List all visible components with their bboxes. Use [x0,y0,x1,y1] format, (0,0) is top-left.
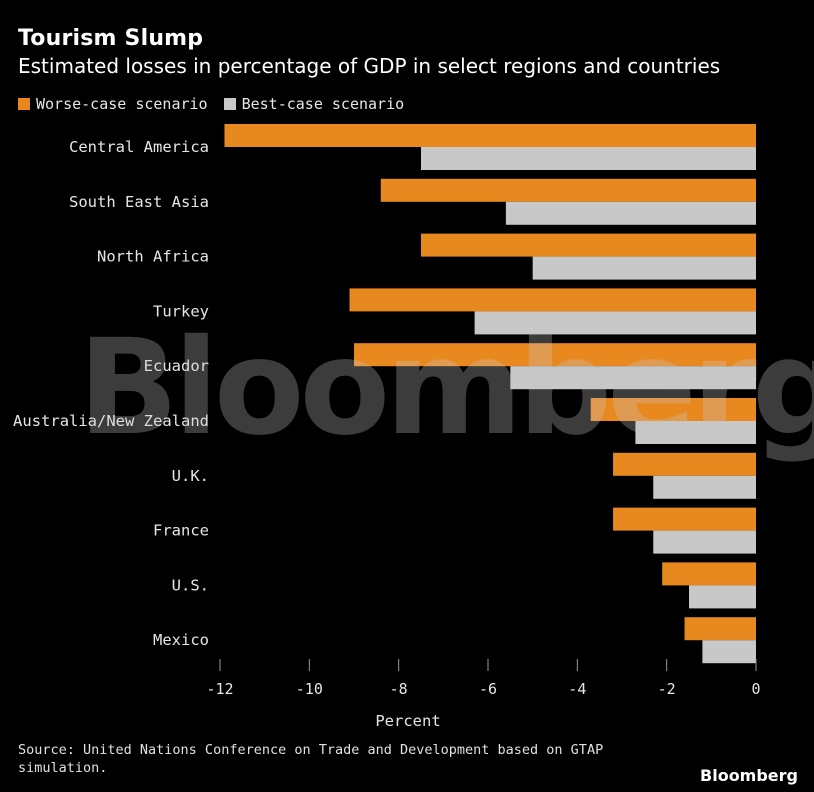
bar-worse-case [684,617,756,641]
bar-worse-case [349,288,756,312]
bar-best-case [689,585,756,609]
bar-best-case [510,366,756,390]
category-label: Central America [69,138,209,156]
bar-worse-case [613,452,756,476]
bar-best-case [702,640,756,664]
bar-best-case [653,475,756,499]
source-note: Source: United Nations Conference on Tra… [18,742,604,776]
bar-worse-case [662,562,756,586]
category-label: South East Asia [69,193,209,211]
bar-worse-case [224,124,756,147]
category-label: Ecuador [144,357,209,375]
legend-swatch-worse [18,98,30,110]
bar-worse-case [613,507,756,531]
legend-swatch-best [223,98,236,110]
bar-best-case [532,256,756,280]
legend-label-worse: Worse-case scenario [36,95,208,113]
x-tick-label: -8 [390,680,408,698]
bloomberg-logo: Bloomberg [700,766,798,785]
chart-subtitle: Estimated losses in percentage of GDP in… [18,54,721,78]
legend-item-best: Best-case scenario [223,95,405,113]
category-label: Turkey [153,302,209,320]
x-tick-label: -6 [479,680,497,698]
x-tick-label: 0 [751,680,760,698]
category-label: North Africa [97,248,209,266]
bar-worse-case [421,233,756,257]
bar-best-case [635,421,756,444]
legend-label-best: Best-case scenario [241,95,405,113]
x-tick-label: -2 [658,680,676,698]
chart-title: Tourism Slump [18,26,204,51]
category-label: U.S. [172,576,209,594]
category-label: U.K. [172,467,209,485]
bar-best-case [474,311,756,335]
category-label: Mexico [153,631,209,649]
x-tick-label: -10 [296,680,323,698]
x-tick-label: -12 [206,680,233,698]
bar-best-case [421,147,756,170]
x-tick-label: -4 [568,680,586,698]
chart-legend: Worse-case scenario Best-case scenario [18,95,420,113]
legend-item-worse: Worse-case scenario [18,95,208,113]
bar-worse-case [354,343,756,367]
x-axis-title: Percent [375,712,440,730]
bar-worse-case [380,178,756,202]
category-label: Australia/New Zealand [13,412,209,430]
bar-worse-case [590,398,756,421]
bar-best-case [505,201,756,225]
bar-best-case [653,530,756,554]
category-label: France [153,522,209,540]
